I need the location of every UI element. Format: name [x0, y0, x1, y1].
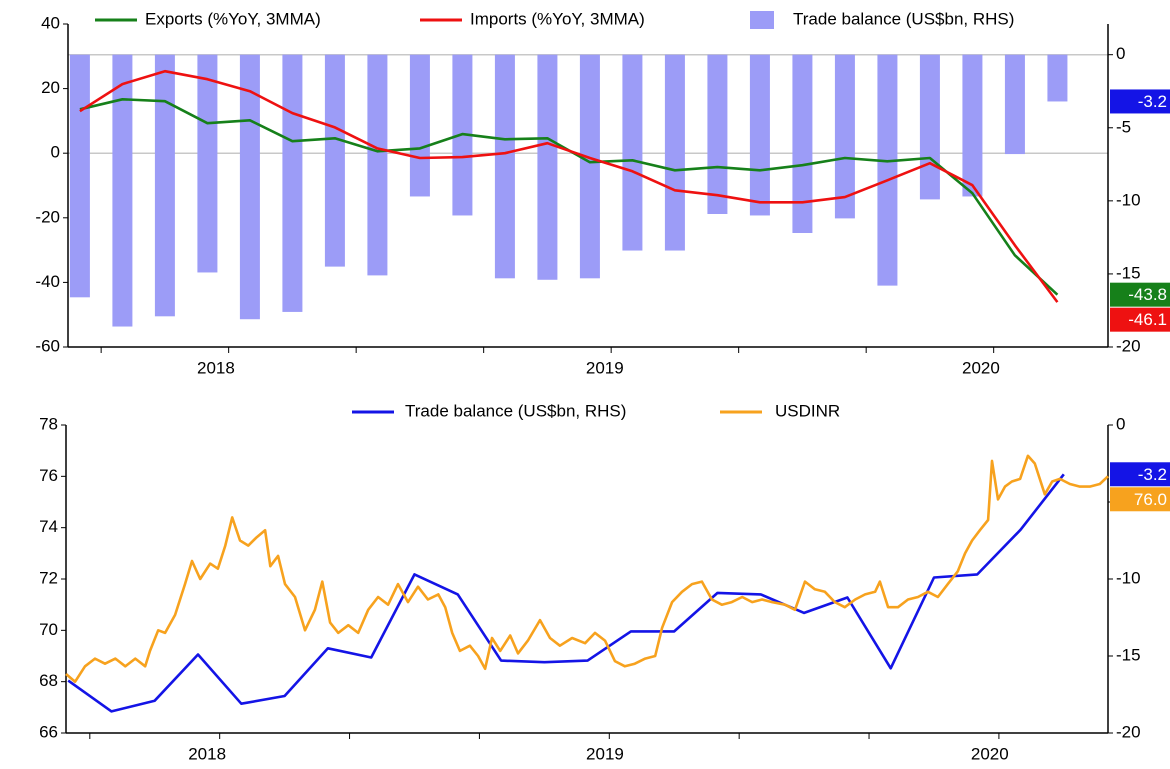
- end-label-box: [1110, 462, 1170, 487]
- y2-tick-label: 0: [1116, 414, 1125, 433]
- y2-tick-label: -5: [1116, 117, 1131, 136]
- y2-tick-label: -15: [1116, 645, 1141, 664]
- legend-label: Trade balance (US$bn, RHS): [405, 401, 626, 420]
- y-tick-label: 0: [51, 143, 60, 162]
- line-series: [79, 98, 1059, 296]
- bar: [409, 54, 430, 197]
- end-label: -3.2: [1138, 465, 1167, 484]
- y2-tick-label: -15: [1116, 263, 1141, 282]
- y-tick-label: 20: [41, 78, 60, 97]
- bar: [919, 54, 940, 200]
- bar: [324, 54, 345, 267]
- end-label: 76.0: [1134, 490, 1167, 509]
- y-tick-label: 78: [39, 414, 58, 433]
- y-tick-label: 72: [39, 568, 58, 587]
- bar: [834, 54, 855, 219]
- legend-box: [345, 399, 905, 425]
- y2-tick-label: -10: [1116, 568, 1141, 587]
- bar: [579, 54, 600, 279]
- end-label: -43.8: [1128, 285, 1167, 304]
- x-tick-label: 2019: [586, 744, 624, 763]
- bar: [367, 54, 388, 276]
- bar: [154, 54, 175, 317]
- bar: [112, 54, 133, 327]
- end-label-box: [1110, 89, 1170, 114]
- y2-tick-label: -20: [1116, 722, 1141, 741]
- legend-label: USDINR: [775, 401, 840, 420]
- x-tick-label: 2020: [962, 358, 1000, 377]
- bar: [664, 54, 685, 251]
- y-tick-label: 76: [39, 466, 58, 485]
- x-tick-label: 2019: [586, 358, 624, 377]
- y2-tick-label: -20: [1116, 336, 1141, 355]
- y-tick-label: 68: [39, 671, 58, 690]
- y-tick-label: -40: [35, 272, 60, 291]
- bar: [282, 54, 303, 312]
- line-series: [79, 69, 1059, 303]
- y-tick-label: 66: [39, 722, 58, 741]
- bar: [792, 54, 813, 233]
- legend-label: Exports (%YoY, 3MMA): [145, 9, 321, 28]
- line-series: [65, 454, 1109, 683]
- end-label-box: [1110, 307, 1170, 332]
- y2-tick-label: 0: [1116, 44, 1125, 63]
- bar: [1004, 54, 1025, 155]
- bar: [197, 54, 218, 273]
- x-tick-label: 2020: [971, 744, 1009, 763]
- bar: [749, 54, 770, 216]
- bar: [69, 54, 90, 298]
- y-tick-label: 70: [39, 620, 58, 639]
- end-label: -3.2: [1138, 92, 1167, 111]
- legend-label: Trade balance (US$bn, RHS): [793, 9, 1014, 28]
- bar: [877, 54, 898, 286]
- end-label-box: [1110, 487, 1170, 512]
- legend-label: Imports (%YoY, 3MMA): [470, 9, 645, 28]
- bar: [962, 54, 983, 197]
- y-tick-label: 74: [39, 517, 58, 536]
- legend-swatch: [750, 11, 774, 29]
- bar: [537, 54, 558, 280]
- y-tick-label: -20: [35, 207, 60, 226]
- y2-tick-label: -10: [1116, 190, 1141, 209]
- y-tick-label: 40: [41, 13, 60, 32]
- bar: [707, 54, 728, 214]
- x-tick-label: 2018: [197, 358, 235, 377]
- bar: [1047, 54, 1068, 102]
- bar: [622, 54, 643, 251]
- x-tick-label: 2018: [188, 744, 226, 763]
- line-series: [67, 473, 1065, 713]
- y-tick-label: -60: [35, 336, 60, 355]
- bar: [494, 54, 515, 279]
- end-label-box: [1110, 282, 1170, 307]
- end-label: -46.1: [1128, 310, 1167, 329]
